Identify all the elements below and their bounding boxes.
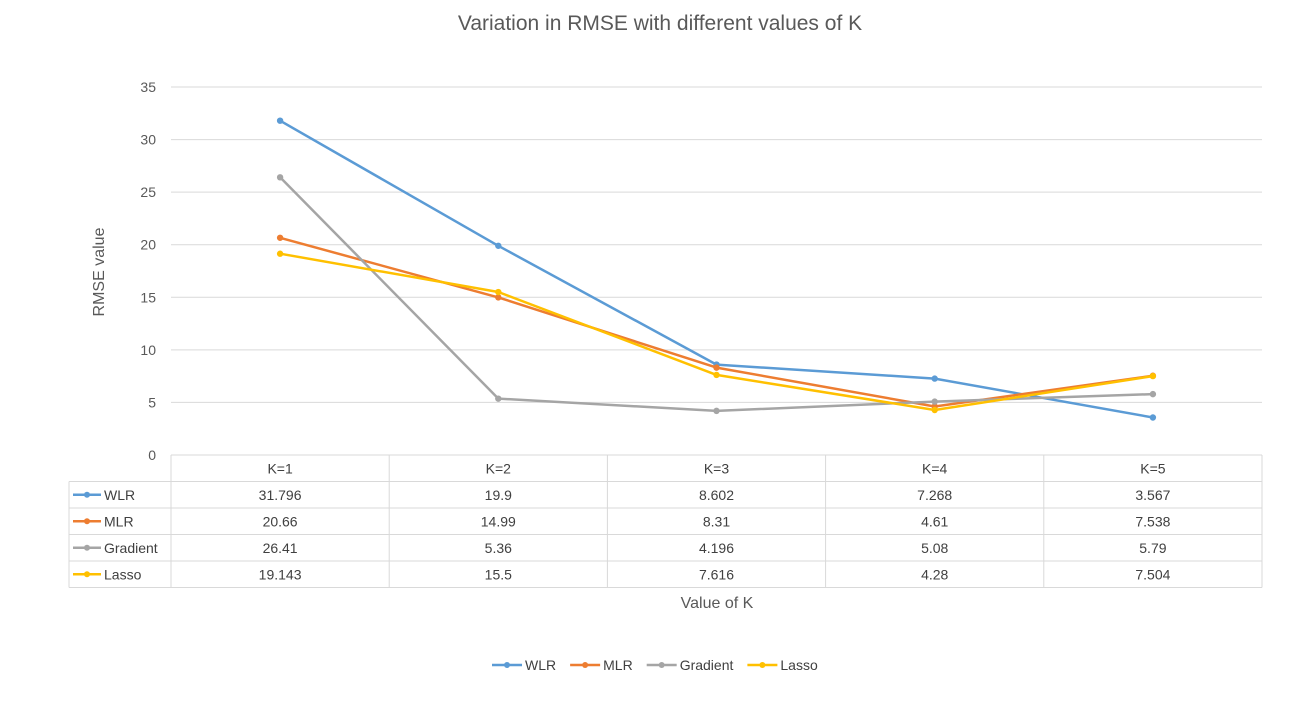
data-point-wlr <box>276 117 284 124</box>
data-point-wlr <box>495 242 502 249</box>
y-tick-label: 35 <box>140 79 156 95</box>
y-tick-label: 30 <box>140 132 156 148</box>
legend-entry-mlr: MLR <box>603 657 633 673</box>
legend: WLR MLR Gradient Lasso <box>492 657 818 673</box>
table-cell-value: 4.28 <box>921 566 948 582</box>
data-point-gradient <box>276 174 284 181</box>
table-series-name: WLR <box>104 487 135 503</box>
data-point-lasso <box>276 250 284 257</box>
table-legend-key-marker <box>84 491 90 498</box>
gridlines <box>171 86 1262 403</box>
table-cell-value: 7.504 <box>1135 566 1170 582</box>
data-point-gradient <box>1149 390 1157 398</box>
legend-key-marker <box>759 662 766 668</box>
table-cell-value: 5.08 <box>921 540 948 556</box>
table-cell-value: 7.616 <box>699 566 734 582</box>
y-axis-label: RMSE value <box>91 227 108 316</box>
data-point-gradient <box>713 407 720 415</box>
y-tick-label: 20 <box>140 237 156 253</box>
x-category-label: K=5 <box>1140 460 1166 476</box>
table-cell-value: 26.41 <box>263 540 298 556</box>
legend-entry-wlr: WLR <box>525 657 556 673</box>
data-point-wlr <box>1149 414 1157 421</box>
x-category-label: K=2 <box>486 460 512 476</box>
table-series-name: Gradient <box>104 540 158 556</box>
legend-key-marker <box>658 662 665 668</box>
data-point-lasso <box>1149 372 1157 380</box>
table-cell-value: 31.796 <box>259 487 302 503</box>
table-legend-key-marker <box>84 518 90 525</box>
table-cell-value: 5.79 <box>1139 540 1166 556</box>
table-cell-value: 15.5 <box>485 566 512 582</box>
table-legend-key-marker <box>84 544 90 551</box>
series-line-mlr <box>279 236 1154 408</box>
y-tick-label: 10 <box>140 342 156 358</box>
table-cell-value: 8.602 <box>699 487 734 503</box>
table-series-name: MLR <box>104 513 134 529</box>
table-cell-value: 20.66 <box>263 513 298 529</box>
data-table: K=1 K=2 K=3 K=4 K=5 WLR 31.796 19.9 8.602 7.268 3.… <box>68 454 1263 588</box>
series-lines <box>276 117 1157 421</box>
legend-entry-lasso: Lasso <box>780 657 818 673</box>
x-category-label: K=4 <box>922 460 948 476</box>
y-tick-label: 5 <box>148 394 156 410</box>
y-tick-label: 15 <box>140 289 156 305</box>
table-cell-value: 8.31 <box>703 513 730 529</box>
data-point-lasso <box>495 288 502 296</box>
data-point-gradient <box>931 398 938 405</box>
table-cell-value: 5.36 <box>485 540 512 556</box>
table-cell-value: 19.9 <box>485 487 512 503</box>
legend-key-marker <box>504 662 510 668</box>
table-cell-value: 7.268 <box>917 487 952 503</box>
data-point-mlr <box>276 234 284 241</box>
table-cell-value: 19.143 <box>259 566 302 582</box>
table-cell-value: 7.538 <box>1135 513 1170 529</box>
data-point-mlr <box>495 294 502 301</box>
data-point-lasso <box>931 406 938 414</box>
data-point-mlr <box>713 364 720 371</box>
table-cell-value: 14.99 <box>481 513 516 529</box>
x-axis-label: Value of K <box>681 595 754 612</box>
chart-title: Variation in RMSE with different values … <box>458 12 862 35</box>
legend-entry-gradient: Gradient <box>680 657 734 673</box>
data-point-gradient <box>495 395 502 402</box>
table-series-name: Lasso <box>104 566 142 582</box>
y-tick-label: 25 <box>140 184 156 200</box>
series-line-lasso <box>279 252 1154 412</box>
data-point-wlr <box>931 375 938 382</box>
table-cell-value: 3.567 <box>1135 487 1170 503</box>
legend-key-marker <box>582 662 589 668</box>
y-axis-ticks: 0 5 10 15 20 25 30 35 <box>140 79 156 463</box>
table-legend-key-marker <box>84 571 90 578</box>
data-point-lasso <box>713 371 720 379</box>
x-category-label: K=1 <box>267 460 293 476</box>
x-category-label: K=3 <box>704 460 730 476</box>
table-cell-value: 4.196 <box>699 540 734 556</box>
table-cell-value: 4.61 <box>921 513 948 529</box>
y-tick-label: 0 <box>148 447 156 463</box>
